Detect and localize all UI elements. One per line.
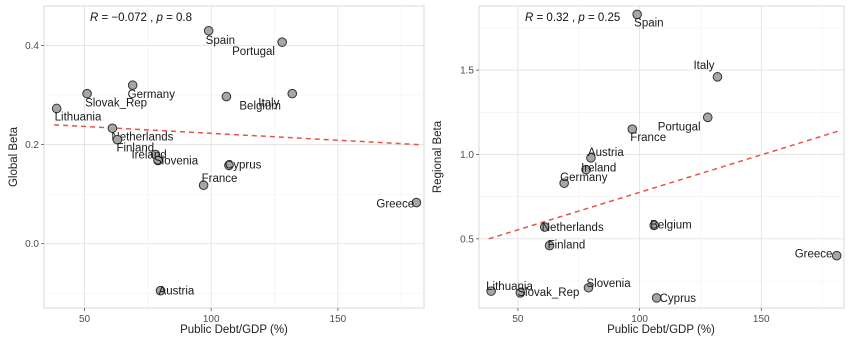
point-label: Germany <box>128 89 176 101</box>
point-label: Lithuania <box>55 111 102 123</box>
point-label: Finland <box>116 143 154 155</box>
point-label: Netherlands <box>542 222 604 234</box>
x-tick-label: 150 <box>753 314 770 325</box>
data-point-portugal <box>277 37 287 47</box>
y-tick-label: 1.5 <box>460 66 474 77</box>
data-point-germany <box>127 80 138 91</box>
x-tick-label: 150 <box>330 314 347 325</box>
data-point-france <box>627 124 638 134</box>
point-label: Portugal <box>658 121 701 133</box>
point-label: Austria <box>159 286 195 298</box>
data-point-belgium <box>221 91 232 102</box>
trend-line <box>488 130 840 240</box>
data-point-slovak-rep <box>82 88 92 99</box>
data-point-slovenia <box>153 155 163 166</box>
y-tick-label: 0.0 <box>25 239 39 250</box>
data-point-finland <box>544 240 555 251</box>
data-point-netherlands <box>539 222 550 232</box>
data-point-cyprus <box>651 293 662 303</box>
point-label: France <box>202 173 238 185</box>
data-point-spain <box>203 25 214 36</box>
point-label: Italy <box>693 60 714 72</box>
point-label: Germany <box>560 172 608 184</box>
plot-area <box>478 5 845 309</box>
y-tick-label: 0.4 <box>25 41 39 52</box>
data-point-france <box>198 180 209 191</box>
point-label: Portugal <box>232 46 275 58</box>
data-point-austria <box>155 285 166 296</box>
data-point-cyprus <box>224 160 234 171</box>
x-axis-title: Public Debt/GDP (%) <box>180 324 288 336</box>
y-tick-label: 0.5 <box>460 234 474 245</box>
data-point-spain <box>632 9 642 20</box>
point-label: Slovenia <box>587 278 632 290</box>
data-point-belgium <box>649 220 660 231</box>
point-label: Spain <box>206 35 235 47</box>
data-point-greece <box>831 250 842 261</box>
data-point-greece <box>411 197 422 208</box>
point-label: Netherlands <box>111 131 173 143</box>
data-point-netherlands <box>107 123 118 134</box>
point-label: Belgium <box>239 101 281 113</box>
point-label: Austria <box>588 147 624 159</box>
plot-area <box>43 5 425 309</box>
point-label: Cyprus <box>660 293 697 305</box>
data-point-portugal <box>702 112 713 123</box>
point-label: Greece <box>795 249 833 261</box>
point-label: Italy <box>258 98 279 110</box>
point-label: Belgium <box>650 219 692 231</box>
data-point-italy <box>287 88 298 99</box>
point-label: Greece <box>376 199 414 211</box>
data-point-lithuania <box>51 103 62 114</box>
data-point-austria <box>586 153 596 163</box>
trend-line <box>54 124 419 146</box>
y-axis-title: Regional Beta <box>432 120 444 193</box>
data-point-finland <box>112 134 123 145</box>
x-tick-label: 50 <box>512 314 524 325</box>
point-label: Slovak_Rep <box>517 287 579 299</box>
x-axis-title: Public Debt/GDP (%) <box>607 324 715 336</box>
y-tick-label: 0.2 <box>25 140 39 151</box>
data-point-ireland <box>581 164 591 175</box>
point-label: Spain <box>634 17 663 29</box>
point-label: Slovenia <box>154 155 199 167</box>
point-label: Slovak_Rep <box>85 98 147 110</box>
point-label: Ireland <box>581 163 616 175</box>
x-tick-label: 100 <box>631 314 648 325</box>
stat-annotation: R = −0.072 , p = 0.8 <box>90 12 192 24</box>
data-point-slovak-rep <box>515 288 526 298</box>
x-tick-label: 100 <box>203 314 220 325</box>
data-point-italy <box>712 72 723 82</box>
point-label: Cyprus <box>225 159 262 171</box>
x-tick-label: 50 <box>79 314 91 325</box>
data-point-slovenia <box>583 282 594 293</box>
y-tick-label: 1.0 <box>460 150 474 161</box>
point-label: France <box>630 132 666 144</box>
y-axis-title: Global Beta <box>8 126 20 187</box>
data-point-lithuania <box>486 286 496 296</box>
point-label: Finland <box>548 240 586 252</box>
stat-annotation: R = 0.32 , p = 0.25 <box>525 12 620 24</box>
data-point-germany <box>559 178 569 188</box>
chart-panel-2: 50 100 150 0.5 1.0 1.5 Spain Italy PortugalFranc… <box>432 5 845 336</box>
